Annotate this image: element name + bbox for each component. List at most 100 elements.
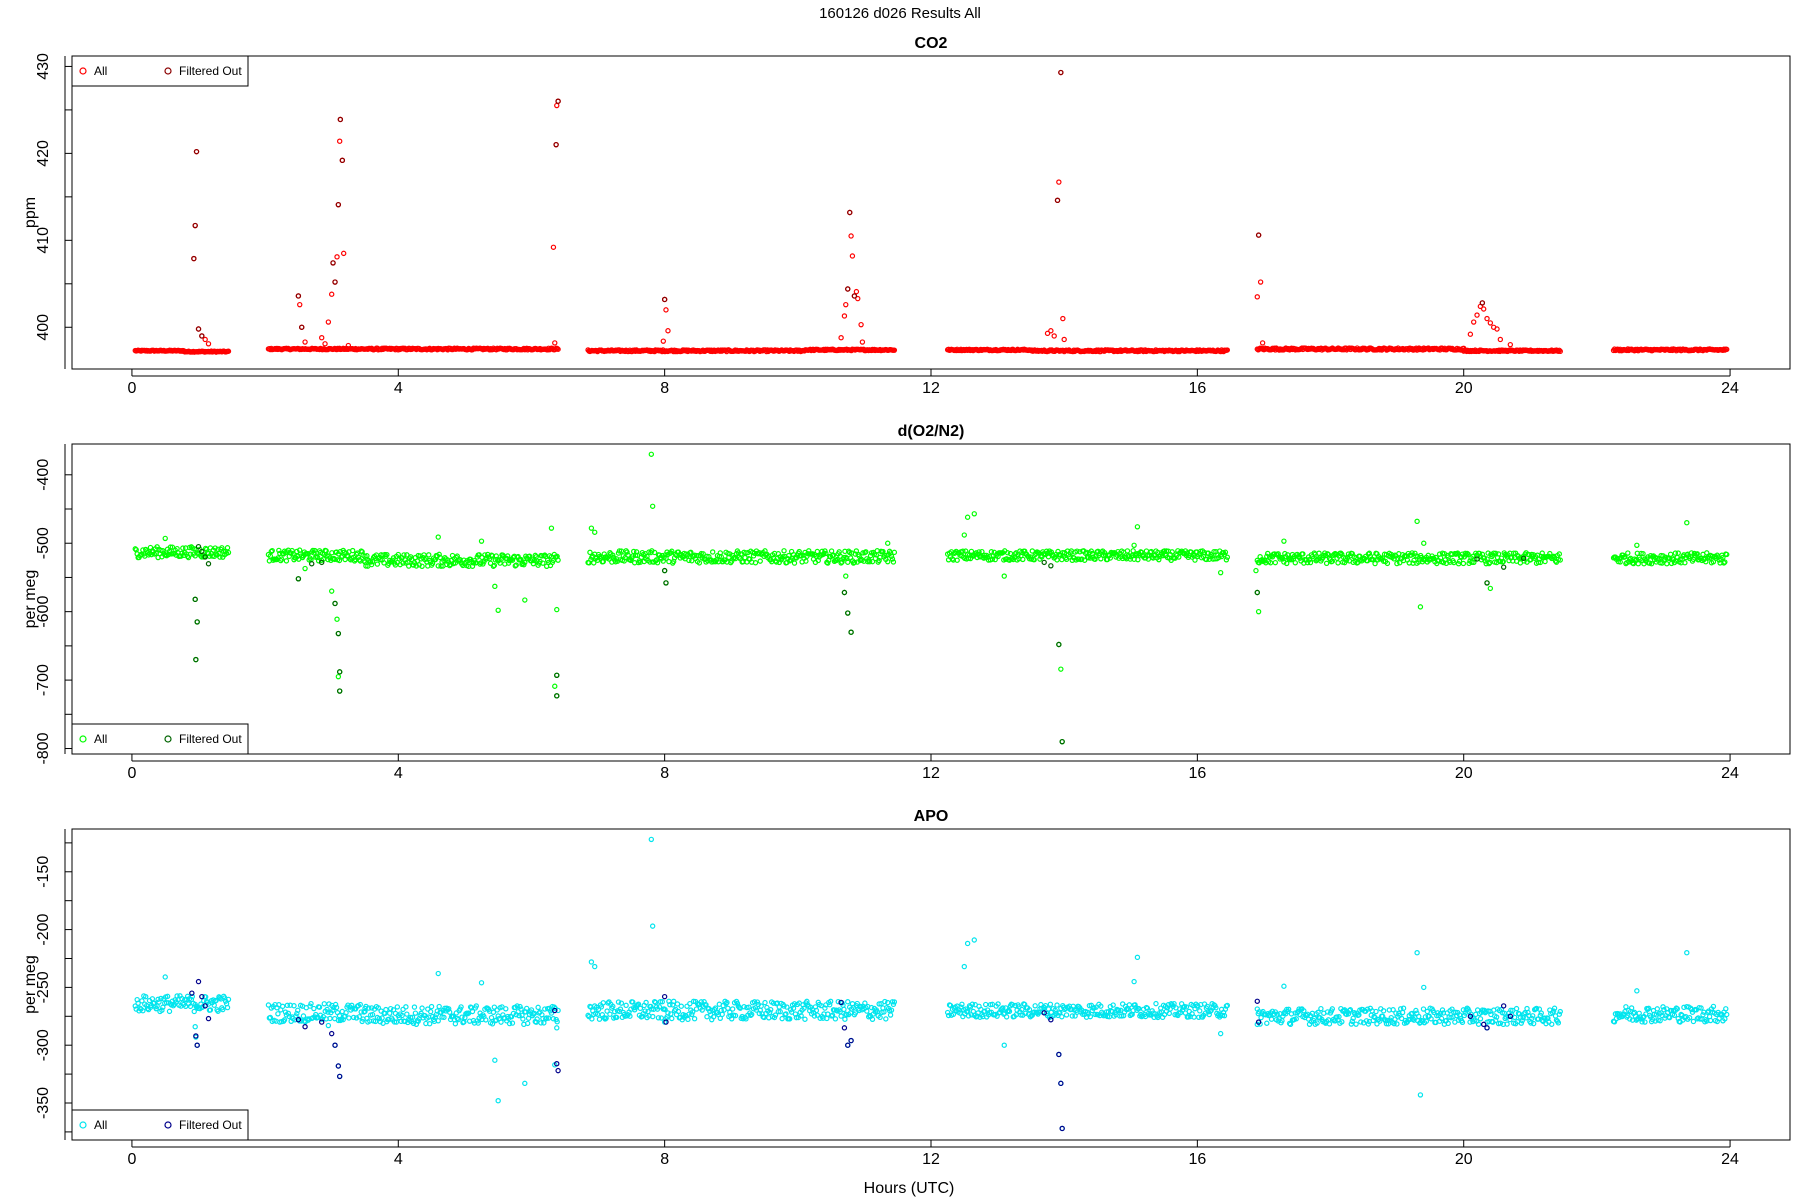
- data-point: [1281, 983, 1287, 989]
- data-point: [180, 545, 186, 551]
- data-point: [588, 525, 595, 531]
- data-point: [1474, 312, 1480, 318]
- data-point: [686, 557, 692, 564]
- filtered-point: [1048, 563, 1054, 569]
- data-point: [843, 301, 849, 308]
- data-point: [889, 556, 896, 562]
- data-point: [169, 544, 176, 550]
- data-point: [869, 558, 876, 565]
- filtered-point: [335, 201, 342, 208]
- data-point: [729, 1006, 736, 1012]
- data-point: [436, 551, 442, 558]
- filtered-point: [848, 1037, 854, 1044]
- data-point: [649, 923, 656, 929]
- data-point: [718, 554, 724, 560]
- data-point: [663, 307, 669, 313]
- data-point: [325, 1022, 332, 1029]
- points-filtered: [192, 543, 1527, 745]
- data-point: [961, 963, 967, 970]
- data-point: [786, 552, 792, 559]
- data-point: [1281, 538, 1287, 544]
- filtered-point: [1479, 300, 1486, 306]
- filtered-point: [295, 576, 302, 582]
- data-point: [1153, 1000, 1159, 1007]
- data-point: [779, 1015, 785, 1022]
- data-point: [841, 313, 848, 319]
- data-point: [669, 548, 675, 554]
- data-point: [971, 937, 977, 943]
- data-point: [334, 616, 340, 622]
- data-point: [503, 1006, 509, 1012]
- data-point: [290, 551, 296, 557]
- data-point: [843, 573, 849, 579]
- data-point: [658, 1015, 665, 1021]
- data-point: [363, 563, 369, 569]
- figure-title: 160126 d026 Results All: [819, 5, 981, 22]
- data-point: [334, 254, 340, 260]
- filtered-point: [841, 589, 848, 596]
- data-point: [554, 102, 560, 109]
- data-point: [302, 565, 308, 572]
- data-point: [428, 1003, 435, 1010]
- data-point: [340, 250, 347, 257]
- data-point: [202, 336, 208, 343]
- data-point: [610, 552, 616, 558]
- data-point: [866, 559, 873, 565]
- filtered-point: [555, 98, 561, 104]
- filtered-point: [339, 157, 346, 164]
- data-point: [336, 138, 343, 144]
- legend: All Filtered Out: [71, 55, 249, 87]
- data-point: [1224, 347, 1231, 353]
- data-point: [178, 553, 184, 559]
- data-point: [648, 451, 655, 457]
- data-point: [971, 511, 977, 517]
- data-point: [491, 562, 498, 569]
- data-point: [314, 554, 321, 561]
- data-point: [283, 558, 290, 564]
- y-tick-label: -150: [35, 856, 52, 888]
- y-tick-label: -250: [35, 971, 52, 1003]
- data-point: [888, 553, 895, 560]
- data-point: [653, 557, 660, 563]
- filtered-point: [841, 1025, 848, 1031]
- data-point: [607, 1011, 613, 1017]
- data-point: [374, 561, 381, 567]
- data-point: [554, 1025, 560, 1031]
- data-point: [1684, 950, 1690, 956]
- data-point: [1259, 340, 1266, 346]
- data-point: [976, 549, 982, 555]
- data-point: [855, 295, 861, 302]
- data-point: [1675, 550, 1681, 556]
- data-point: [279, 1003, 286, 1010]
- panel-title: d(O2/N2): [898, 423, 965, 440]
- data-point: [1217, 569, 1224, 576]
- data-point: [325, 319, 332, 325]
- data-point: [588, 959, 595, 965]
- data-point: [1467, 331, 1474, 337]
- data-point: [498, 1019, 504, 1025]
- data-point: [522, 559, 528, 566]
- filtered-point: [1054, 197, 1061, 204]
- data-point: [187, 551, 194, 557]
- data-point: [839, 559, 845, 565]
- data-point: [858, 321, 864, 328]
- data-point: [1054, 1002, 1060, 1008]
- data-point: [1684, 519, 1690, 526]
- filtered-point: [845, 286, 851, 292]
- data-point: [294, 548, 300, 555]
- filtered-point: [554, 672, 560, 679]
- data-point: [891, 347, 898, 353]
- data-point: [435, 534, 441, 540]
- points-all: [132, 451, 1730, 745]
- data-point: [504, 553, 511, 559]
- points-filtered: [191, 69, 1486, 339]
- filtered-point: [661, 296, 668, 303]
- data-point: [381, 560, 387, 566]
- data-point: [1063, 1012, 1070, 1018]
- data-point: [885, 540, 891, 546]
- x-tick-label: 16: [1188, 380, 1206, 397]
- data-point: [750, 553, 757, 559]
- data-point: [845, 999, 851, 1005]
- data-point: [828, 548, 835, 554]
